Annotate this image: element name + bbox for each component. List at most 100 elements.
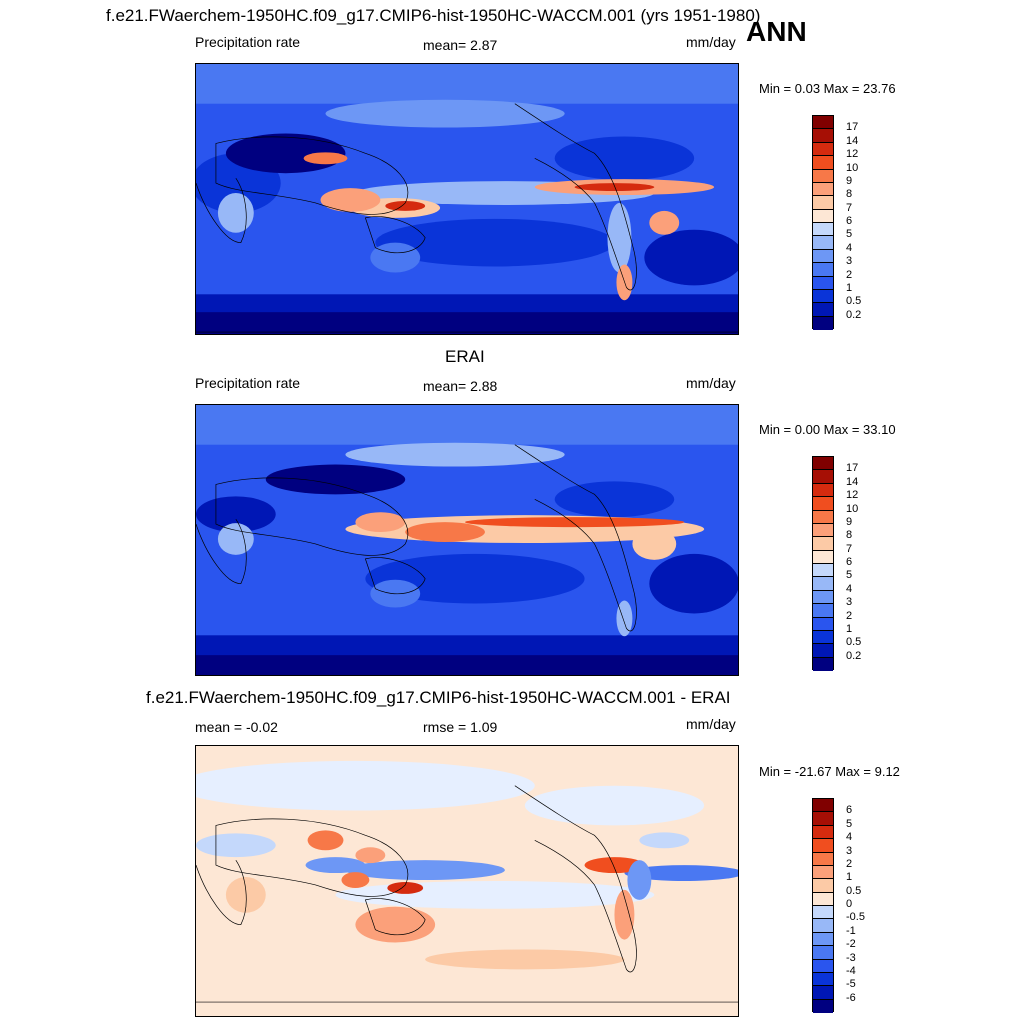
colorbar-tick-label: 17 bbox=[846, 462, 859, 475]
colorbar-tick-label: 0.5 bbox=[846, 884, 862, 897]
colorbar-tick-label: -2 bbox=[846, 938, 856, 951]
colorbar-tick-label: -0.5 bbox=[846, 911, 865, 924]
colorbar-box bbox=[813, 839, 833, 853]
colorbar-tick-label: 3 bbox=[846, 844, 853, 857]
colorbar-box bbox=[813, 644, 833, 658]
colorbar-box bbox=[813, 182, 833, 197]
season-label: ANN bbox=[746, 16, 807, 47]
colorbar-box bbox=[813, 852, 833, 866]
colorbar-tick-label: 2 bbox=[846, 609, 853, 622]
panel1-map-svg bbox=[196, 64, 738, 334]
panel3-minmax: Min = -21.67 Max = 9.12 bbox=[759, 764, 900, 779]
colorbar-box bbox=[813, 497, 833, 511]
colorbar-tick-label: 10 bbox=[846, 502, 859, 515]
colorbar-tick-label: 0.2 bbox=[846, 649, 862, 662]
colorbar-box bbox=[813, 590, 833, 605]
panel3-rmse-label: rmse = 1.09 bbox=[423, 719, 498, 735]
colorbar-box bbox=[813, 142, 833, 157]
colorbar-tick-label: 2 bbox=[846, 857, 853, 870]
colorbar-box bbox=[813, 799, 833, 813]
colorbar-tick-label: 9 bbox=[846, 174, 853, 187]
colorbar-box bbox=[813, 959, 833, 973]
colorbar-box bbox=[813, 249, 833, 264]
colorbar-box bbox=[813, 604, 833, 618]
panel1-mean-label: mean= 2.87 bbox=[423, 37, 498, 53]
colorbar-tick-label: 14 bbox=[846, 475, 859, 488]
panel2-title: ERAI bbox=[445, 347, 485, 366]
colorbar-box bbox=[813, 577, 833, 591]
panel2-mean-label: mean= 2.88 bbox=[423, 378, 498, 394]
colorbar-box bbox=[813, 263, 833, 277]
colorbar-box bbox=[813, 919, 833, 933]
colorbar-box bbox=[813, 223, 833, 237]
colorbar-tick-label: 10 bbox=[846, 161, 859, 174]
colorbar-box bbox=[813, 196, 833, 210]
colorbar-box bbox=[813, 657, 833, 671]
colorbar-box bbox=[813, 457, 833, 471]
colorbar-tick-label: 0 bbox=[846, 898, 853, 910]
colorbar-tick-label: -4 bbox=[846, 964, 856, 977]
colorbar-tick-label: 1 bbox=[846, 281, 853, 294]
colorbar-box bbox=[813, 865, 833, 880]
colorbar-tick-label: 12 bbox=[846, 489, 859, 502]
panel3-title: f.e21.FWaerchem-1950HC.f09_g17.CMIP6-his… bbox=[146, 688, 731, 707]
colorbar-box bbox=[813, 116, 833, 130]
colorbar-tick-label: 4 bbox=[846, 582, 853, 595]
panel1-colorbar bbox=[812, 115, 834, 330]
colorbar-tick-label: 3 bbox=[846, 255, 853, 268]
colorbar-box bbox=[813, 986, 833, 1000]
colorbar-tick-label: 6 bbox=[846, 556, 853, 568]
panel2-map-svg bbox=[196, 405, 738, 675]
colorbar-tick-label: 2 bbox=[846, 268, 853, 281]
colorbar-box bbox=[813, 303, 833, 317]
colorbar-box bbox=[813, 209, 833, 223]
colorbar-box bbox=[813, 169, 833, 183]
colorbar-box bbox=[813, 812, 833, 826]
panel3-colorbar bbox=[812, 798, 834, 1013]
colorbar-tick-label: 0.2 bbox=[846, 308, 862, 321]
colorbar-box bbox=[813, 564, 833, 578]
colorbar-box bbox=[813, 156, 833, 170]
colorbar-tick-label: -3 bbox=[846, 951, 856, 964]
colorbar-tick-label: 14 bbox=[846, 134, 859, 147]
panel2-colorbar bbox=[812, 456, 834, 671]
colorbar-tick-label: 0.5 bbox=[846, 295, 862, 308]
colorbar-tick-label: 5 bbox=[846, 569, 853, 582]
colorbar-tick-label: 3 bbox=[846, 596, 853, 609]
panel1-variable-label: Precipitation rate bbox=[195, 34, 301, 50]
colorbar-box bbox=[813, 236, 833, 250]
colorbar-tick-label: 9 bbox=[846, 515, 853, 528]
colorbar-tick-label: 1 bbox=[846, 622, 853, 635]
colorbar-tick-label: 6 bbox=[846, 215, 853, 227]
colorbar-box bbox=[813, 483, 833, 498]
colorbar-tick-label: 1 bbox=[846, 871, 853, 884]
panel3-units-label: mm/day bbox=[686, 716, 736, 732]
colorbar-tick-label: 7 bbox=[846, 542, 853, 555]
colorbar-box bbox=[813, 972, 833, 987]
panel3-map bbox=[195, 745, 739, 1017]
colorbar-tick-label: 5 bbox=[846, 228, 853, 241]
colorbar-tick-label: 12 bbox=[846, 148, 859, 161]
colorbar-tick-label: -5 bbox=[846, 978, 856, 991]
colorbar-box bbox=[813, 129, 833, 143]
panel1-title: f.e21.FWaerchem-1950HC.f09_g17.CMIP6-his… bbox=[106, 6, 761, 25]
colorbar-box bbox=[813, 537, 833, 551]
panel1-map bbox=[195, 63, 739, 335]
panel3-mean-label: mean = -0.02 bbox=[195, 719, 278, 735]
colorbar-tick-label: 7 bbox=[846, 201, 853, 214]
colorbar-box bbox=[813, 617, 833, 631]
colorbar-box bbox=[813, 825, 833, 840]
colorbar-tick-label: 8 bbox=[846, 188, 853, 201]
colorbar-box bbox=[813, 523, 833, 538]
panel1-units-label: mm/day bbox=[686, 34, 736, 50]
colorbar-tick-label: 17 bbox=[846, 121, 859, 134]
colorbar-box bbox=[813, 289, 833, 304]
colorbar-box bbox=[813, 932, 833, 947]
colorbar-tick-label: 5 bbox=[846, 817, 853, 830]
colorbar-box bbox=[813, 550, 833, 564]
colorbar-box bbox=[813, 276, 833, 290]
colorbar-box bbox=[813, 999, 833, 1013]
panel2-map bbox=[195, 404, 739, 676]
panel2-units-label: mm/day bbox=[686, 375, 736, 391]
colorbar-tick-label: -1 bbox=[846, 924, 856, 937]
